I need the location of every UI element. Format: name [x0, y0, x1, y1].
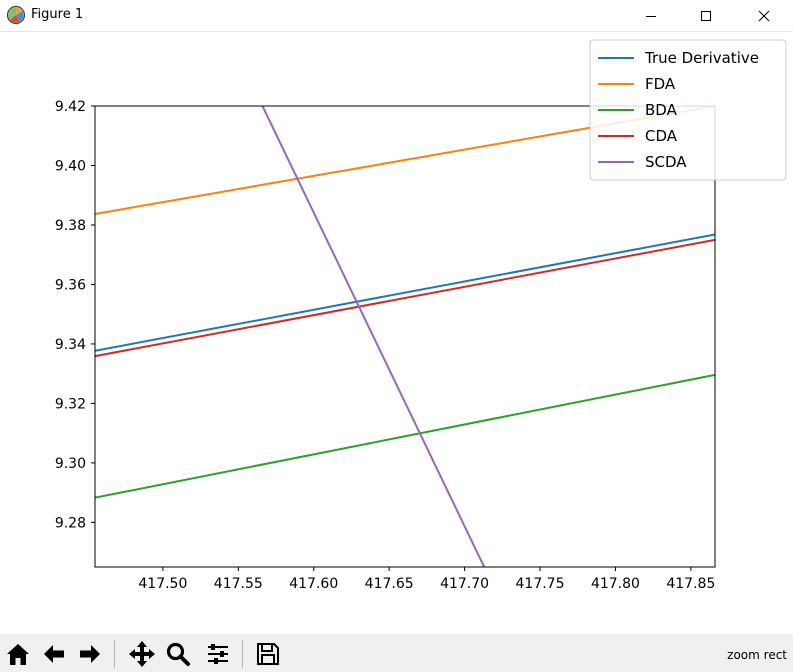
zoom-icon — [166, 642, 190, 666]
legend-label: BDA — [645, 101, 678, 119]
toolbar-separator — [242, 640, 243, 668]
forward-arrow-icon — [80, 645, 100, 663]
series-line-scda — [261, 106, 486, 567]
navigation-toolbar: zoom rect — [0, 634, 793, 672]
home-button[interactable] — [2, 638, 34, 670]
maximize-icon — [701, 10, 711, 21]
y-tick-label: 9.42 — [55, 99, 86, 115]
configure-subplots-icon — [208, 644, 228, 664]
y-tick-label: 9.34 — [55, 337, 86, 353]
y-tick-label: 9.36 — [55, 277, 86, 293]
figure-app-icon — [6, 5, 26, 25]
pan-button[interactable] — [126, 638, 158, 670]
legend-label: SCDA — [645, 153, 687, 171]
line-chart[interactable]: 417.50 417.55 417.60 417.65 417.70 417.75 417.… — [0, 32, 793, 634]
close-button[interactable] — [741, 0, 787, 31]
x-tick-label: 417.60 — [289, 576, 338, 592]
x-tick-label: 417.65 — [365, 576, 414, 592]
configure-subplots-button[interactable] — [202, 638, 234, 670]
maximize-button[interactable] — [683, 0, 729, 31]
x-tick-label: 417.70 — [440, 576, 489, 592]
window-title: Figure 1 — [31, 7, 84, 22]
legend-box — [589, 39, 787, 181]
series-line-bda — [95, 373, 715, 499]
figure-canvas[interactable]: 417.50 417.55 417.60 417.65 417.70 417.75 417.… — [0, 32, 793, 634]
status-message: zoom rect — [727, 648, 787, 662]
x-tick-label: 417.80 — [591, 576, 640, 592]
zoom-button[interactable] — [162, 638, 194, 670]
minimize-icon — [646, 15, 656, 17]
back-arrow-icon — [44, 645, 64, 663]
x-tick-label: 417.55 — [214, 576, 263, 592]
save-button[interactable] — [252, 638, 284, 670]
toolbar-separator — [114, 640, 115, 668]
series-line-true-derivative — [95, 233, 715, 352]
save-icon — [257, 643, 279, 665]
window-titlebar: Figure 1 — [0, 0, 793, 32]
y-tick-label: 9.30 — [55, 456, 86, 472]
x-tick-label: 417.50 — [138, 576, 187, 592]
series-line-cda — [95, 238, 715, 358]
minimize-button[interactable] — [628, 0, 674, 31]
home-icon — [7, 644, 29, 665]
close-icon — [758, 10, 770, 21]
x-tick-label: 417.75 — [516, 576, 565, 592]
y-tick-label: 9.28 — [55, 515, 86, 531]
y-tick-label: 9.38 — [55, 218, 86, 234]
x-tick-label: 417.85 — [666, 576, 715, 592]
y-tick-label: 9.32 — [55, 396, 86, 412]
legend-label: True Derivative — [644, 49, 759, 67]
y-tick-label: 9.40 — [55, 158, 86, 174]
legend-label: FDA — [645, 75, 676, 93]
forward-button[interactable] — [74, 638, 106, 670]
pan-icon — [129, 641, 155, 667]
legend-label: CDA — [645, 127, 678, 145]
axes-frame — [94, 105, 716, 568]
back-button[interactable] — [38, 638, 70, 670]
